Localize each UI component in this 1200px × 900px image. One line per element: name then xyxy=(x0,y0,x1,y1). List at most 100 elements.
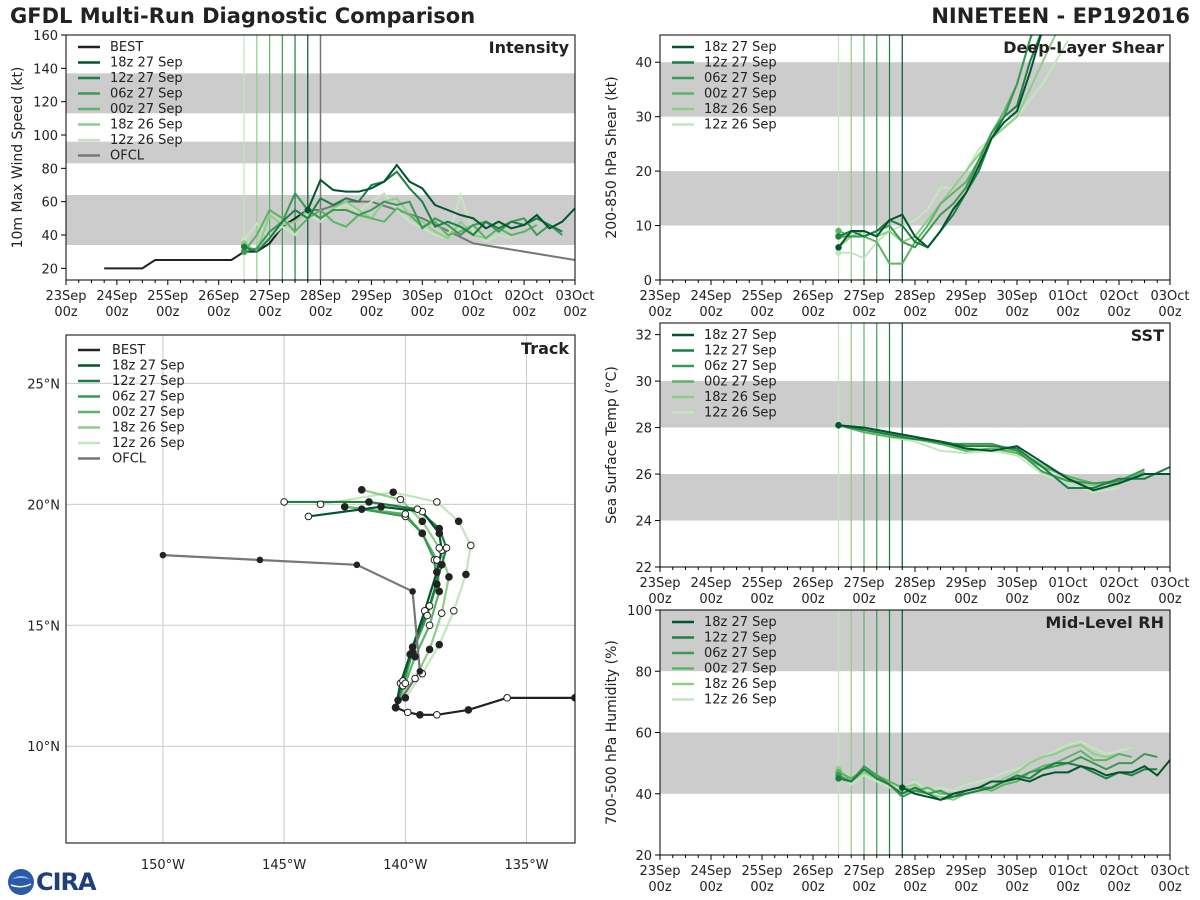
track-legend-label: 18z 27 Sep xyxy=(112,359,185,374)
shear-xtick-label: 00z xyxy=(648,305,672,320)
shear-xtick-label: 00z xyxy=(801,305,825,320)
shear-xtick-label: 01Oct xyxy=(1048,289,1087,304)
sst-xtick-label: 03Oct xyxy=(1150,576,1189,591)
sst-run-line-0 xyxy=(838,424,1170,492)
intensity-legend-label: 00z 27 Sep xyxy=(110,102,183,117)
track-run-line-5 xyxy=(320,491,472,699)
track-ofcl-point xyxy=(392,704,399,711)
intensity-xtick-label: 00z xyxy=(207,305,231,320)
rh-run-line-1 xyxy=(838,762,1158,801)
intensity-ytick-label: 20 xyxy=(41,262,58,277)
shear-xtick-label: 27Sep xyxy=(843,289,884,304)
intensity-xtick-label: 00z xyxy=(512,305,536,320)
sst-xtick-label: 00z xyxy=(648,592,672,607)
track-run-point xyxy=(435,640,444,649)
track-ytick-label: 20°N xyxy=(27,498,60,513)
panel-shear: 01020304023Sep00z24Sep00z25Sep00z26Sep00… xyxy=(604,34,1190,320)
intensity-xtick-label: 29Sep xyxy=(351,289,392,304)
sst-xtick-label: 00z xyxy=(1158,592,1182,607)
sst-xtick-label: 00z xyxy=(1056,592,1080,607)
shear-xtick-label: 00z xyxy=(1158,305,1182,320)
track-legend-label: 12z 26 Sep xyxy=(112,436,185,451)
shear-xtick-label: 23Sep xyxy=(639,289,680,304)
track-xtick-label: 135°W xyxy=(504,858,548,873)
panel-track: 150°W 145°W 140°W 135°W 10°N 15°N 20°N 25°N Trac… xyxy=(27,334,576,873)
sst-legend-label: 00z 27 Sep xyxy=(704,375,777,390)
sst-ytick-label: 30 xyxy=(635,375,652,390)
track-run-point xyxy=(425,645,434,654)
shear-legend-label: 12z 26 Sep xyxy=(704,118,777,133)
track-legend-label: 06z 27 Sep xyxy=(112,390,185,405)
shear-xtick-label: 26Sep xyxy=(792,289,833,304)
track-run-point xyxy=(433,580,441,588)
track-run-point xyxy=(389,488,398,497)
shear-xtick-label: 00z xyxy=(1056,305,1080,320)
rh-xtick-label: 23Sep xyxy=(639,864,680,879)
intensity-ytick-label: 80 xyxy=(41,162,58,177)
track-run-point xyxy=(462,570,470,579)
intensity-xtick-label: 00z xyxy=(563,305,587,320)
globe-icon xyxy=(8,869,34,895)
panel-sst: 22242628303223Sep00z24Sep00z25Sep00z26Se… xyxy=(604,322,1190,607)
sst-run-line-1 xyxy=(838,424,1170,489)
intensity-run-start-2 xyxy=(240,248,248,255)
sst-xtick-label: 30Sep xyxy=(996,576,1037,591)
sst-xtick-label: 00z xyxy=(801,592,825,607)
intensity-series xyxy=(104,163,575,270)
sst-xtick-label: 29Sep xyxy=(945,576,986,591)
intensity-xtick-label: 30Sep xyxy=(402,289,443,304)
sst-xtick-label: 00z xyxy=(954,592,978,607)
intensity-xtick-label: 00z xyxy=(309,305,333,320)
intensity-ytick-label: 100 xyxy=(33,129,58,144)
shear-run-line-0 xyxy=(837,35,1042,249)
rh-run-start-0 xyxy=(899,784,906,791)
sst-series xyxy=(835,422,1170,494)
shear-ytick-label: 20 xyxy=(635,165,652,180)
track-run-point xyxy=(437,609,446,617)
track-run-point xyxy=(357,486,366,494)
track-title: Track xyxy=(521,339,569,358)
intensity-xtick-label: 00z xyxy=(258,305,282,320)
rh-xtick-label: 26Sep xyxy=(792,864,833,879)
track-legend-label: OFCL xyxy=(112,452,147,467)
rh-run-line-0 xyxy=(901,759,1170,801)
rh-xtick-label: 00z xyxy=(954,880,978,895)
sst-xtick-label: 26Sep xyxy=(792,576,833,591)
page-title: GFDL Multi-Run Diagnostic Comparison xyxy=(10,4,476,28)
track-ofcl-point xyxy=(416,667,424,675)
rh-legend-label: 00z 27 Sep xyxy=(704,662,777,677)
sst-band-1 xyxy=(660,381,1170,428)
storm-id: NINETEEN - EP192016 xyxy=(931,4,1190,28)
track-ytick-label: 25°N xyxy=(27,377,60,392)
shear-xtick-label: 00z xyxy=(954,305,978,320)
track-run-point xyxy=(304,512,313,521)
shear-xtick-label: 02Oct xyxy=(1099,289,1138,304)
rh-xtick-label: 27Sep xyxy=(843,864,884,879)
track-run-point xyxy=(365,498,373,506)
rh-ytick-label: 60 xyxy=(635,727,652,742)
cira-logo: CIRA xyxy=(6,866,97,898)
track-run-point xyxy=(418,517,427,526)
intensity-xtick-label: 26Sep xyxy=(198,289,239,304)
track-run-point xyxy=(418,529,427,538)
sst-xtick-label: 00z xyxy=(903,592,927,607)
sst-legend-label: 12z 27 Sep xyxy=(704,344,777,359)
intensity-run-start-1 xyxy=(240,243,248,250)
intensity-run-line-5 xyxy=(243,191,512,243)
rh-band-1 xyxy=(660,610,1170,672)
track-ofcl-line xyxy=(162,554,422,709)
track-best-point xyxy=(416,710,424,719)
shear-xtick-label: 00z xyxy=(750,305,774,320)
intensity-xtick-label: 02Oct xyxy=(505,289,544,304)
track-run-point xyxy=(425,602,434,610)
track-legend-label: 00z 27 Sep xyxy=(112,405,185,420)
rh-xtick-label: 29Sep xyxy=(945,864,986,879)
sst-xtick-label: 27Sep xyxy=(843,576,884,591)
track-run-point xyxy=(401,694,410,702)
intensity-run-line-3 xyxy=(243,207,538,253)
rh-xtick-label: 00z xyxy=(903,880,927,895)
